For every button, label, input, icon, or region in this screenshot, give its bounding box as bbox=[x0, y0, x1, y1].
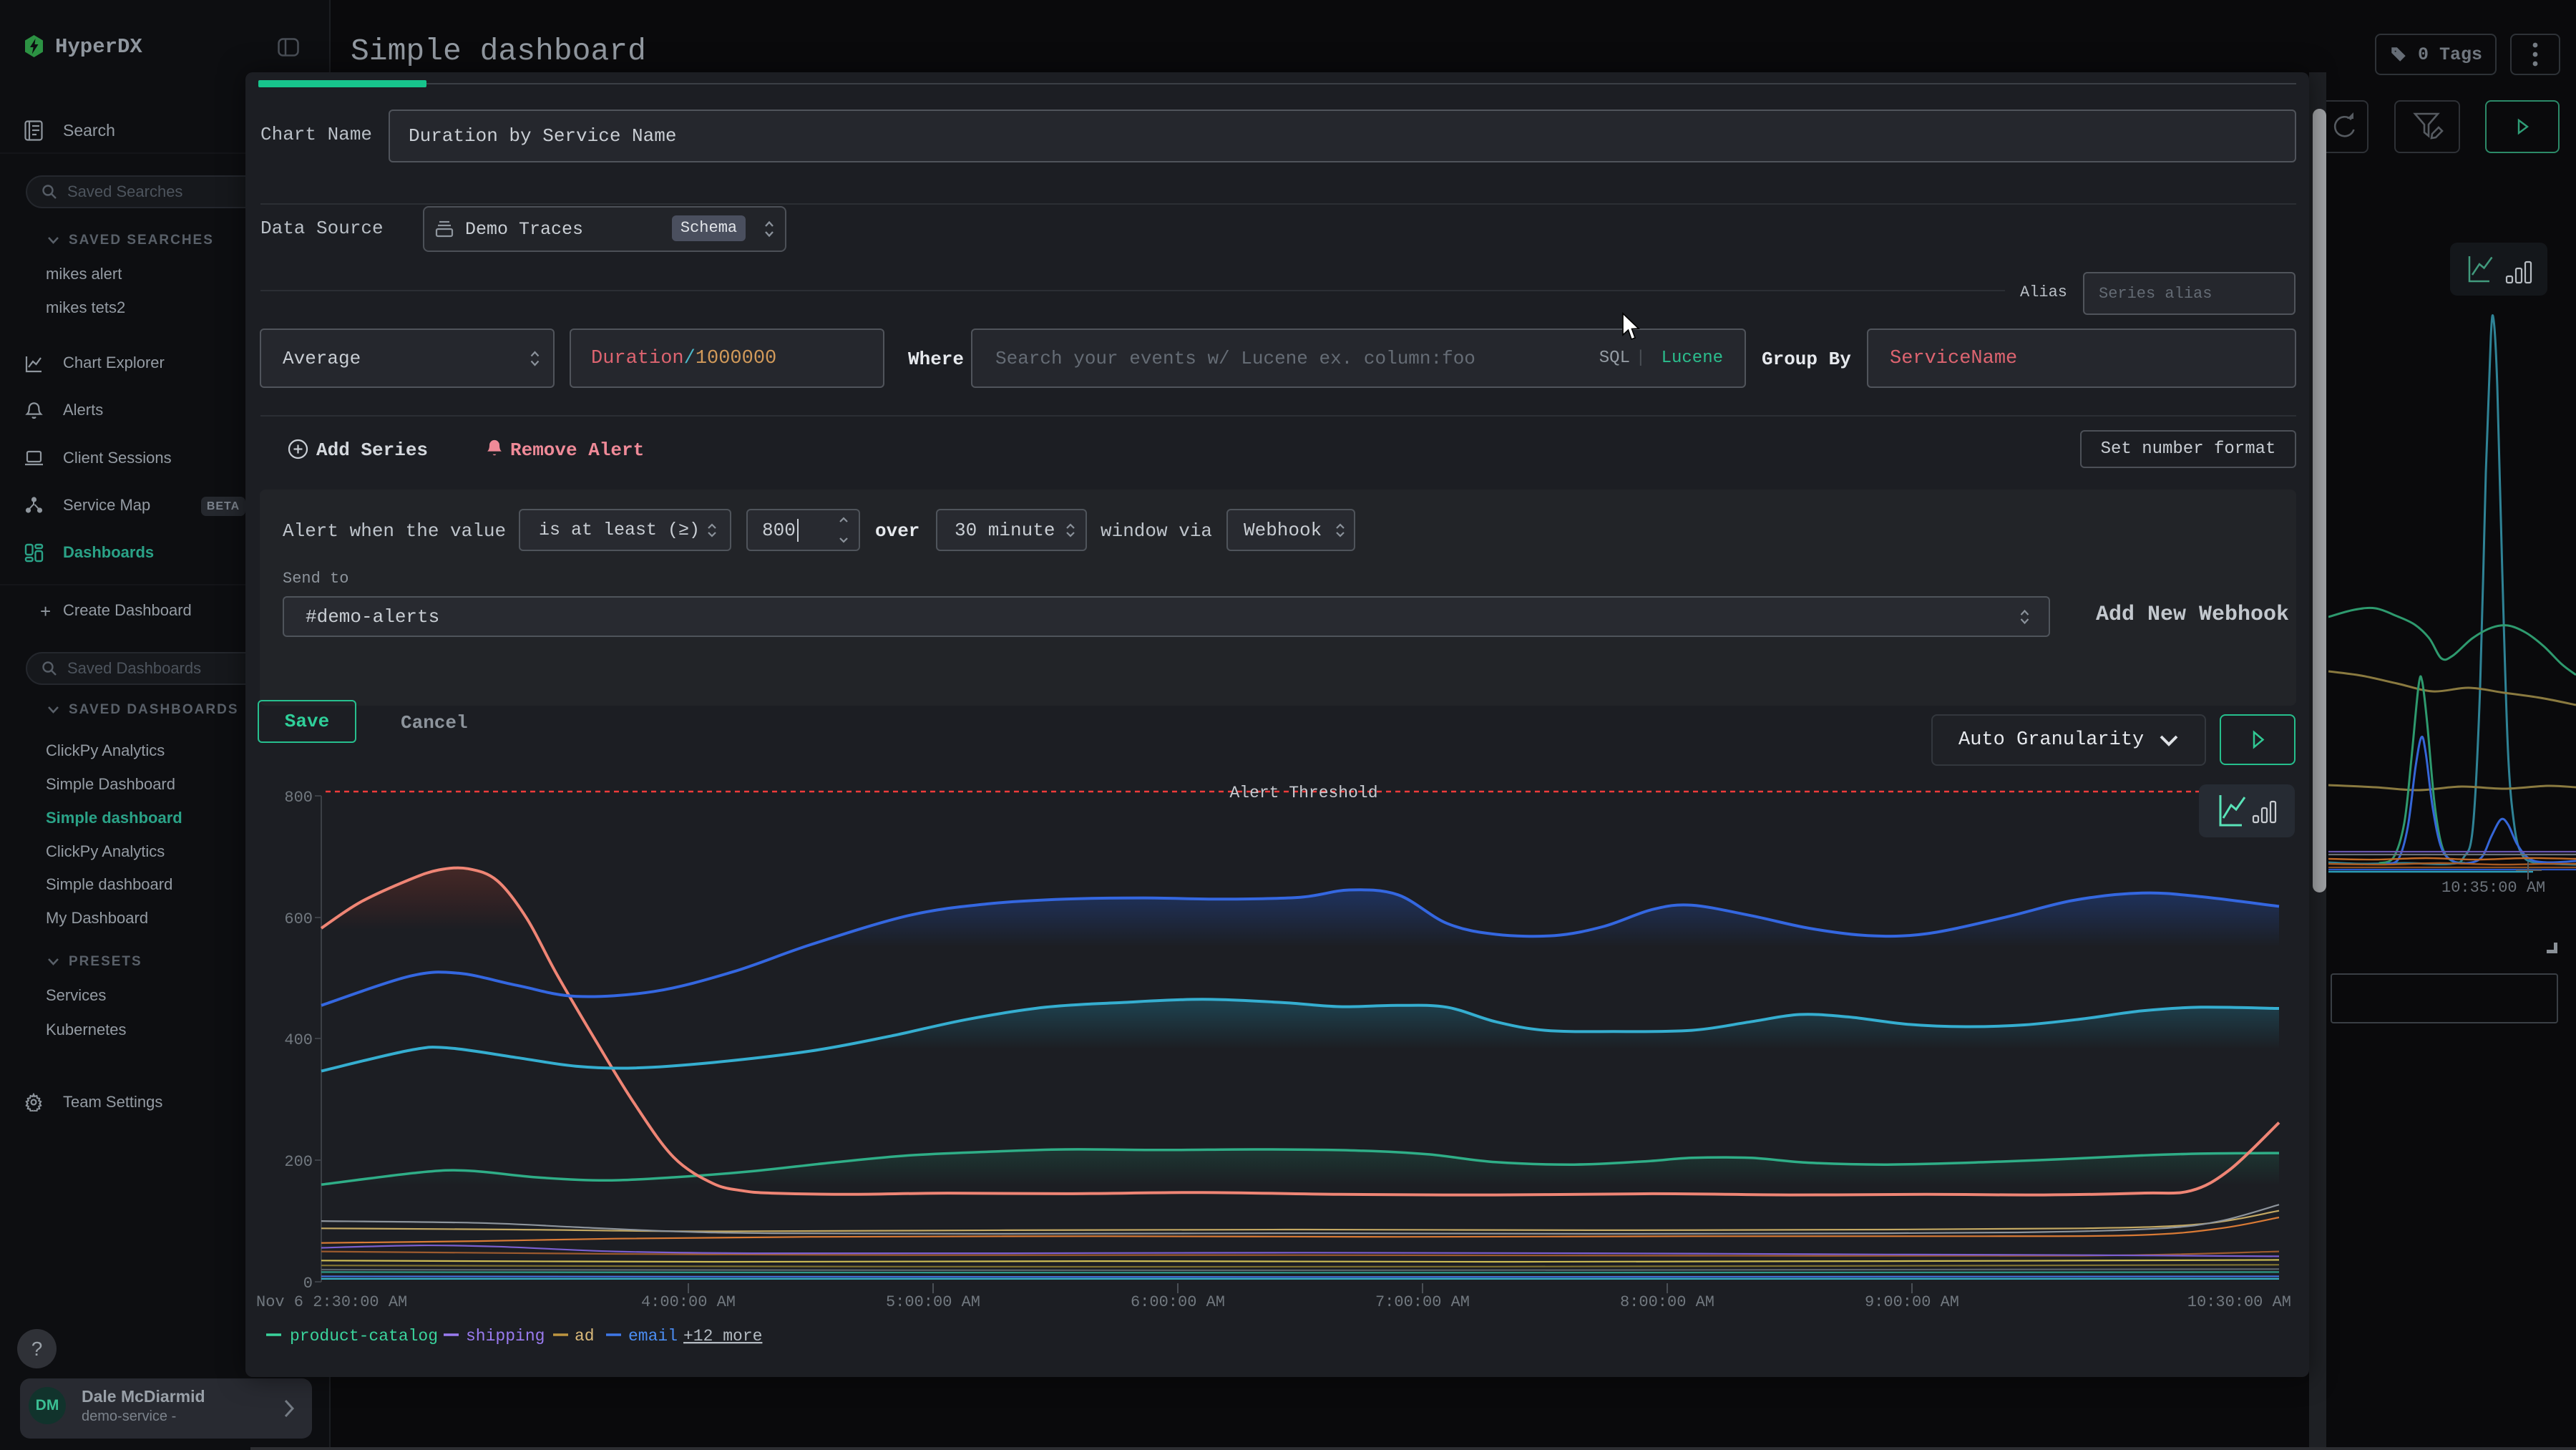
svg-text:shipping: shipping bbox=[466, 1327, 545, 1346]
svg-text:400: 400 bbox=[284, 1031, 313, 1049]
svg-text:200: 200 bbox=[284, 1153, 313, 1171]
svg-text:10:30:00 AM: 10:30:00 AM bbox=[2187, 1293, 2291, 1311]
svg-text:Alert Threshold: Alert Threshold bbox=[1229, 784, 1377, 802]
svg-text:800: 800 bbox=[284, 789, 313, 807]
svg-text:ad: ad bbox=[575, 1327, 595, 1346]
svg-text:600: 600 bbox=[284, 910, 313, 928]
svg-text:8:00:00 AM: 8:00:00 AM bbox=[1620, 1293, 1714, 1311]
svg-text:+12 more: +12 more bbox=[683, 1327, 762, 1346]
svg-text:product-catalog: product-catalog bbox=[290, 1327, 438, 1346]
svg-text:9:00:00 AM: 9:00:00 AM bbox=[1865, 1293, 1959, 1311]
svg-text:0: 0 bbox=[303, 1275, 313, 1293]
svg-text:7:00:00 AM: 7:00:00 AM bbox=[1375, 1293, 1470, 1311]
svg-text:6:00:00 AM: 6:00:00 AM bbox=[1131, 1293, 1225, 1311]
svg-text:Nov 6 2:30:00 AM: Nov 6 2:30:00 AM bbox=[256, 1293, 407, 1311]
svg-text:5:00:00 AM: 5:00:00 AM bbox=[886, 1293, 980, 1311]
svg-text:4:00:00 AM: 4:00:00 AM bbox=[641, 1293, 736, 1311]
svg-text:email: email bbox=[628, 1327, 678, 1346]
